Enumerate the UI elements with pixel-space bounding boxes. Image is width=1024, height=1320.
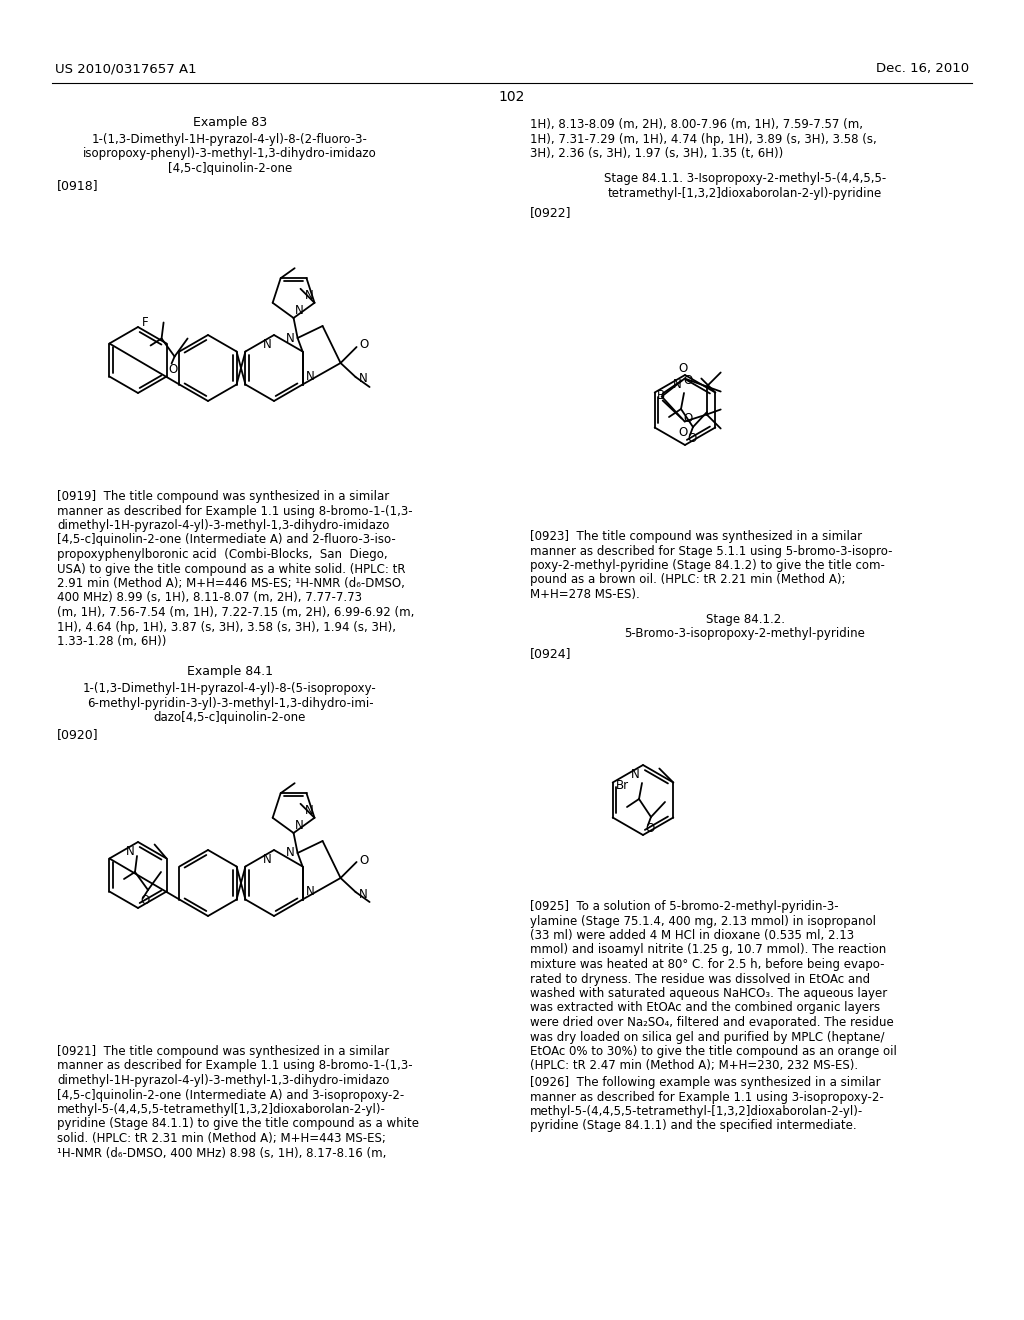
- Text: [0923]  The title compound was synthesized in a similar: [0923] The title compound was synthesize…: [530, 531, 862, 543]
- Text: 102: 102: [499, 90, 525, 104]
- Text: dimethyl-1H-pyrazol-4-yl)-3-methyl-1,3-dihydro-imidazo: dimethyl-1H-pyrazol-4-yl)-3-methyl-1,3-d…: [57, 1074, 389, 1086]
- Text: [4,5-c]quinolin-2-one (Intermediate A) and 2-fluoro-3-iso-: [4,5-c]quinolin-2-one (Intermediate A) a…: [57, 533, 395, 546]
- Text: N: N: [673, 378, 682, 391]
- Text: N: N: [286, 846, 295, 859]
- Text: methyl-5-(4,4,5,5-tetramethyl[1,3,2]dioxaborolan-2-yl)-: methyl-5-(4,4,5,5-tetramethyl[1,3,2]diox…: [57, 1104, 386, 1115]
- Text: Dec. 16, 2010: Dec. 16, 2010: [876, 62, 969, 75]
- Text: Stage 84.1.2.: Stage 84.1.2.: [706, 612, 784, 626]
- Text: N: N: [358, 372, 368, 385]
- Text: O: O: [169, 363, 178, 376]
- Text: was dry loaded on silica gel and purified by MPLC (heptane/: was dry loaded on silica gel and purifie…: [530, 1031, 885, 1044]
- Text: USA) to give the title compound as a white solid. (HPLC: tR: USA) to give the title compound as a whi…: [57, 562, 406, 576]
- Text: N: N: [286, 331, 295, 345]
- Text: [0925]  To a solution of 5-bromo-2-methyl-pyridin-3-: [0925] To a solution of 5-bromo-2-methyl…: [530, 900, 839, 913]
- Text: 2.91 min (Method A); M+H=446 MS-ES; ¹H-NMR (d₆-DMSO,: 2.91 min (Method A); M+H=446 MS-ES; ¹H-N…: [57, 577, 404, 590]
- Text: 400 MHz) 8.99 (s, 1H), 8.11-8.07 (m, 2H), 7.77-7.73: 400 MHz) 8.99 (s, 1H), 8.11-8.07 (m, 2H)…: [57, 591, 362, 605]
- Text: Br: Br: [615, 779, 629, 792]
- Text: US 2010/0317657 A1: US 2010/0317657 A1: [55, 62, 197, 75]
- Text: dimethyl-1H-pyrazol-4-yl)-3-methyl-1,3-dihydro-imidazo: dimethyl-1H-pyrazol-4-yl)-3-methyl-1,3-d…: [57, 519, 389, 532]
- Text: 5-Bromo-3-isopropoxy-2-methyl-pyridine: 5-Bromo-3-isopropoxy-2-methyl-pyridine: [625, 627, 865, 640]
- Text: manner as described for Example 1.1 using 8-bromo-1-(1,3-: manner as described for Example 1.1 usin…: [57, 1060, 413, 1072]
- Text: [0919]  The title compound was synthesized in a similar: [0919] The title compound was synthesize…: [57, 490, 389, 503]
- Text: dazo[4,5-c]quinolin-2-one: dazo[4,5-c]quinolin-2-one: [154, 711, 306, 723]
- Text: O: O: [359, 854, 369, 866]
- Text: N: N: [263, 853, 272, 866]
- Text: N: N: [295, 304, 303, 317]
- Text: [0924]: [0924]: [530, 647, 571, 660]
- Text: F: F: [142, 315, 148, 329]
- Text: N: N: [305, 804, 313, 817]
- Text: [4,5-c]quinolin-2-one: [4,5-c]quinolin-2-one: [168, 162, 292, 176]
- Text: isopropoxy-phenyl)-3-methyl-1,3-dihydro-imidazo: isopropoxy-phenyl)-3-methyl-1,3-dihydro-…: [83, 148, 377, 161]
- Text: 3H), 2.36 (s, 3H), 1.97 (s, 3H), 1.35 (t, 6H)): 3H), 2.36 (s, 3H), 1.97 (s, 3H), 1.35 (t…: [530, 147, 783, 160]
- Text: N: N: [305, 884, 314, 898]
- Text: pyridine (Stage 84.1.1) to give the title compound as a white: pyridine (Stage 84.1.1) to give the titl…: [57, 1118, 419, 1130]
- Text: EtOAc 0% to 30%) to give the title compound as an orange oil: EtOAc 0% to 30%) to give the title compo…: [530, 1045, 897, 1059]
- Text: N: N: [305, 370, 314, 383]
- Text: (m, 1H), 7.56-7.54 (m, 1H), 7.22-7.15 (m, 2H), 6.99-6.92 (m,: (m, 1H), 7.56-7.54 (m, 1H), 7.22-7.15 (m…: [57, 606, 415, 619]
- Text: was extracted with EtOAc and the combined organic layers: was extracted with EtOAc and the combine…: [530, 1002, 880, 1015]
- Text: N: N: [295, 818, 303, 832]
- Text: (33 ml) were added 4 M HCl in dioxane (0.535 ml, 2.13: (33 ml) were added 4 M HCl in dioxane (0…: [530, 929, 854, 942]
- Text: washed with saturated aqueous NaHCO₃. The aqueous layer: washed with saturated aqueous NaHCO₃. Th…: [530, 987, 887, 1001]
- Text: were dried over Na₂SO₄, filtered and evaporated. The residue: were dried over Na₂SO₄, filtered and eva…: [530, 1016, 894, 1030]
- Text: [0921]  The title compound was synthesized in a similar: [0921] The title compound was synthesize…: [57, 1045, 389, 1059]
- Text: O: O: [645, 821, 654, 834]
- Text: O: O: [684, 412, 693, 425]
- Text: 1-(1,3-Dimethyl-1H-pyrazol-4-yl)-8-(2-fluoro-3-: 1-(1,3-Dimethyl-1H-pyrazol-4-yl)-8-(2-fl…: [92, 133, 368, 147]
- Text: M+H=278 MS-ES).: M+H=278 MS-ES).: [530, 587, 640, 601]
- Text: O: O: [684, 374, 693, 387]
- Text: manner as described for Example 1.1 using 3-isopropoxy-2-: manner as described for Example 1.1 usin…: [530, 1090, 884, 1104]
- Text: O: O: [678, 425, 687, 438]
- Text: [0918]: [0918]: [57, 180, 98, 193]
- Text: [0922]: [0922]: [530, 206, 571, 219]
- Text: Stage 84.1.1. 3-Isopropoxy-2-methyl-5-(4,4,5,5-: Stage 84.1.1. 3-Isopropoxy-2-methyl-5-(4…: [604, 172, 886, 185]
- Text: methyl-5-(4,4,5,5-tetramethyl-[1,3,2]dioxaborolan-2-yl)-: methyl-5-(4,4,5,5-tetramethyl-[1,3,2]dio…: [530, 1105, 863, 1118]
- Text: 1H), 7.31-7.29 (m, 1H), 4.74 (hp, 1H), 3.89 (s, 3H), 3.58 (s,: 1H), 7.31-7.29 (m, 1H), 4.74 (hp, 1H), 3…: [530, 132, 877, 145]
- Text: 6-methyl-pyridin-3-yl)-3-methyl-1,3-dihydro-imi-: 6-methyl-pyridin-3-yl)-3-methyl-1,3-dihy…: [87, 697, 374, 710]
- Text: 1-(1,3-Dimethyl-1H-pyrazol-4-yl)-8-(5-isopropoxy-: 1-(1,3-Dimethyl-1H-pyrazol-4-yl)-8-(5-is…: [83, 682, 377, 696]
- Text: pound as a brown oil. (HPLC: tR 2.21 min (Method A);: pound as a brown oil. (HPLC: tR 2.21 min…: [530, 573, 846, 586]
- Text: manner as described for Stage 5.1.1 using 5-bromo-3-isopro-: manner as described for Stage 5.1.1 usin…: [530, 544, 893, 557]
- Text: O: O: [687, 432, 696, 445]
- Text: Example 83: Example 83: [193, 116, 267, 129]
- Text: N: N: [126, 845, 135, 858]
- Text: 1H), 8.13-8.09 (m, 2H), 8.00-7.96 (m, 1H), 7.59-7.57 (m,: 1H), 8.13-8.09 (m, 2H), 8.00-7.96 (m, 1H…: [530, 117, 863, 131]
- Text: O: O: [678, 362, 687, 375]
- Text: rated to dryness. The residue was dissolved in EtOAc and: rated to dryness. The residue was dissol…: [530, 973, 870, 986]
- Text: O: O: [140, 895, 150, 908]
- Text: 1H), 4.64 (hp, 1H), 3.87 (s, 3H), 3.58 (s, 3H), 1.94 (s, 3H),: 1H), 4.64 (hp, 1H), 3.87 (s, 3H), 3.58 (…: [57, 620, 396, 634]
- Text: [4,5-c]quinolin-2-one (Intermediate A) and 3-isopropoxy-2-: [4,5-c]quinolin-2-one (Intermediate A) a…: [57, 1089, 404, 1101]
- Text: O: O: [359, 338, 369, 351]
- Text: ¹H-NMR (d₆-DMSO, 400 MHz) 8.98 (s, 1H), 8.17-8.16 (m,: ¹H-NMR (d₆-DMSO, 400 MHz) 8.98 (s, 1H), …: [57, 1147, 386, 1159]
- Text: propoxyphenylboronic acid  (Combi-Blocks,  San  Diego,: propoxyphenylboronic acid (Combi-Blocks,…: [57, 548, 388, 561]
- Text: tetramethyl-[1,3,2]dioxaborolan-2-yl)-pyridine: tetramethyl-[1,3,2]dioxaborolan-2-yl)-py…: [608, 186, 882, 199]
- Text: manner as described for Example 1.1 using 8-bromo-1-(1,3-: manner as described for Example 1.1 usin…: [57, 504, 413, 517]
- Text: poxy-2-methyl-pyridine (Stage 84.1.2) to give the title com-: poxy-2-methyl-pyridine (Stage 84.1.2) to…: [530, 558, 885, 572]
- Text: N: N: [631, 768, 640, 781]
- Text: ylamine (Stage 75.1.4, 400 mg, 2.13 mmol) in isopropanol: ylamine (Stage 75.1.4, 400 mg, 2.13 mmol…: [530, 915, 876, 928]
- Text: B: B: [656, 389, 665, 403]
- Text: [0926]  The following example was synthesized in a similar: [0926] The following example was synthes…: [530, 1076, 881, 1089]
- Text: solid. (HPLC: tR 2.31 min (Method A); M+H=443 MS-ES;: solid. (HPLC: tR 2.31 min (Method A); M+…: [57, 1133, 386, 1144]
- Text: pyridine (Stage 84.1.1) and the specified intermediate.: pyridine (Stage 84.1.1) and the specifie…: [530, 1119, 857, 1133]
- Text: (HPLC: tR 2.47 min (Method A); M+H=230, 232 MS-ES).: (HPLC: tR 2.47 min (Method A); M+H=230, …: [530, 1060, 858, 1072]
- Text: N: N: [305, 289, 313, 302]
- Text: mixture was heated at 80° C. for 2.5 h, before being evapo-: mixture was heated at 80° C. for 2.5 h, …: [530, 958, 885, 972]
- Text: 1.33-1.28 (m, 6H)): 1.33-1.28 (m, 6H)): [57, 635, 166, 648]
- Text: [0920]: [0920]: [57, 729, 98, 742]
- Text: mmol) and isoamyl nitrite (1.25 g, 10.7 mmol). The reaction: mmol) and isoamyl nitrite (1.25 g, 10.7 …: [530, 944, 886, 957]
- Text: N: N: [358, 887, 368, 900]
- Text: N: N: [263, 338, 272, 351]
- Text: Example 84.1: Example 84.1: [187, 665, 273, 678]
